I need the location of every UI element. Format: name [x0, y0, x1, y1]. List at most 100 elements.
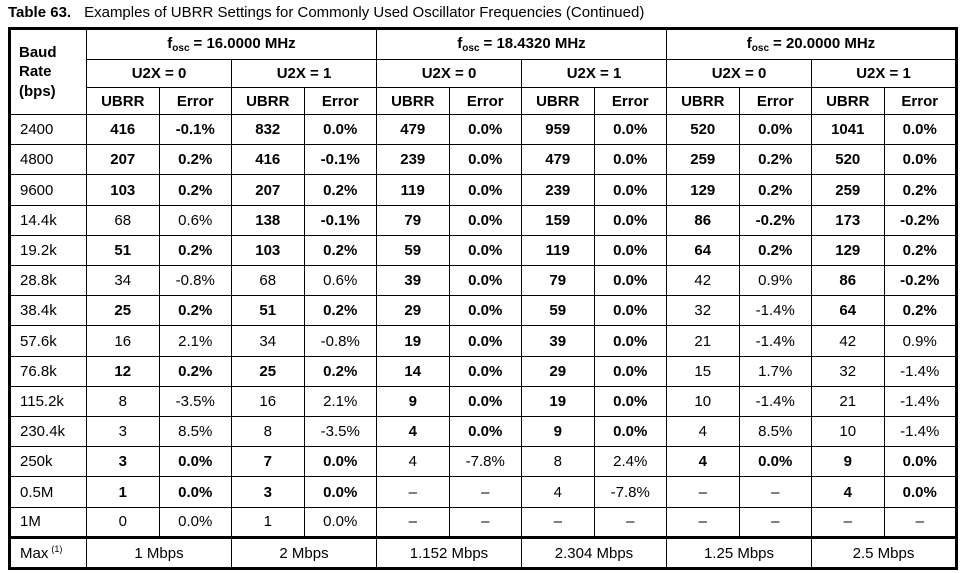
ubrr-cell: –	[666, 506, 740, 539]
ubrr-cell: 15	[666, 355, 740, 387]
error-cell: 0.6%	[303, 265, 377, 297]
error-cell: 0.2%	[158, 174, 232, 206]
error-cell: 0.0%	[158, 476, 232, 508]
error-cell: 1.7%	[738, 355, 812, 387]
u2x1-header: U2X = 1	[811, 59, 957, 88]
table-row: 19.2k 51 0.2% 103 0.2% 59 0.0% 119 0.0% 64 0.2% 129…	[9, 234, 957, 267]
ubrr-cell: 479	[521, 144, 595, 176]
ubrr-cell: 68	[86, 204, 160, 236]
table-row: 0.5M 1 0.0% 3 0.0% – –4 -7.8% – –4 0.0%	[9, 476, 957, 508]
max-speed-cell: 1 Mbps	[86, 536, 232, 569]
ubrr-cell: 86	[666, 204, 740, 236]
ubrr-cell: 14	[376, 355, 450, 387]
table-row: 2400 416 -0.1% 832 0.0% 479 0.0% 959 0.0% 520 0.0%…	[9, 113, 957, 146]
error-cell: 0.2%	[303, 355, 377, 387]
ubrr-cell: 12	[86, 355, 160, 387]
max-speed-cell: 1.152 Mbps	[376, 536, 522, 569]
ubrr-cell: 520	[811, 144, 885, 176]
u2x0-header: U2X = 0	[86, 59, 232, 88]
error-cell: –	[738, 476, 812, 508]
ubrr-cell: 21	[666, 325, 740, 357]
ubrr-cell: 79	[376, 204, 450, 236]
error-cell: 0.2%	[883, 234, 957, 267]
table-number: Table 63.	[8, 4, 72, 21]
baud-cell: 19.2k	[9, 234, 87, 267]
footnote-marker: (1)	[51, 544, 63, 554]
max-speed-cell: 2.304 Mbps	[521, 536, 667, 569]
fosc-20mhz-header: fosc = 20.0000 MHz	[666, 28, 957, 60]
ubrr-cell: 239	[521, 174, 595, 206]
ubrr-cell: 0	[86, 506, 160, 539]
error-cell: -0.1%	[158, 113, 232, 146]
ubrr-cell: 4	[376, 446, 450, 478]
table-row: 230.4k 3 8.5% 8 -3.5% 4 0.0% 9 0.0% 4 8.5% 10 -1.4%	[9, 416, 957, 448]
error-cell: –	[738, 506, 812, 539]
ubrr-cell: –	[666, 476, 740, 508]
baud-cell: 0.5M	[9, 476, 87, 508]
baud-cell: 38.4k	[9, 295, 87, 327]
error-cell: 0.0%	[448, 416, 522, 448]
ubrr-cell: 29	[376, 295, 450, 327]
error-cell: 0.0%	[593, 234, 667, 267]
table-row: 28.8k 34 -0.8% 68 0.6% 39 0.0% 79 0.0% 42 0.9% 86 -0…	[9, 265, 957, 297]
baud-cell: 1M	[9, 506, 87, 539]
ubrr-cell: 64	[811, 295, 885, 327]
error-cell: 0.0%	[158, 446, 232, 478]
max-speed-row: Max (1) 1 Mbps 2 Mbps 1.152 Mbps 2.304 Mb…	[9, 536, 957, 569]
error-cell: 0.0%	[303, 476, 377, 508]
ubrr-cell: 119	[376, 174, 450, 206]
baud-cell: 230.4k	[9, 416, 87, 448]
error-cell: -1.4%	[883, 416, 957, 448]
error-cell: -0.2%	[883, 265, 957, 297]
ubrr-cell: 1	[86, 476, 160, 508]
ubrr-cell: 9	[811, 446, 885, 478]
ubrr-cell: 42	[666, 265, 740, 297]
error-cell: 0.0%	[593, 265, 667, 297]
ubrr-cell: –	[521, 506, 595, 539]
fosc-16mhz-header: fosc = 16.0000 MHz	[86, 28, 377, 60]
error-cell: 0.2%	[738, 144, 812, 176]
error-cell: 0.2%	[303, 174, 377, 206]
table-row: 9600 103 0.2% 207 0.2% 119 0.0% 239 0.0% 129 0.2% 2…	[9, 174, 957, 206]
ubrr-cell: 59	[521, 295, 595, 327]
error-cell: 0.2%	[738, 174, 812, 206]
error-cell: 0.2%	[738, 234, 812, 267]
max-label-cell: Max (1)	[9, 536, 87, 569]
error-cell: 0.0%	[593, 295, 667, 327]
baud-cell: 28.8k	[9, 265, 87, 297]
ubrr-cell: 259	[666, 144, 740, 176]
error-cell: 0.0%	[448, 295, 522, 327]
u2x-header-row: U2X = 0 U2X = 1 U2X = 0 U2X = 1 U2X = 0 …	[10, 59, 957, 88]
error-cell: 8.5%	[738, 416, 812, 448]
baud-cell: 76.8k	[9, 355, 87, 387]
ubrr-cell: 1041	[811, 113, 885, 146]
ubrr-cell: 3	[231, 476, 305, 508]
error-cell: 0.0%	[158, 506, 232, 539]
ubrr-cell: 39	[376, 265, 450, 297]
baud-cell: 14.4k	[9, 204, 87, 236]
ubrr-cell: 39	[521, 325, 595, 357]
error-cell: 0.0%	[593, 416, 667, 448]
error-cell: 0.0%	[448, 385, 522, 418]
table-row: 1M 0 0.0% 1 0.0% – – – – – – – –	[9, 506, 957, 539]
error-cell: –	[883, 506, 957, 539]
error-cell: 0.0%	[883, 113, 957, 146]
ubrr-cell: 239	[376, 144, 450, 176]
error-cell: -1.4%	[738, 385, 812, 418]
error-cell: 0.2%	[303, 295, 377, 327]
error-cell: -1.4%	[883, 355, 957, 387]
ubrr-cell: 138	[231, 204, 305, 236]
column-header-row: UBRR Error UBRR Error UBRR Error UBRR Er…	[10, 87, 957, 115]
ubrr-cell: 4	[376, 416, 450, 448]
table-body: 2400 416 -0.1% 832 0.0% 479 0.0% 959 0.0% 520 0.0%…	[9, 113, 957, 539]
error-col-header: Error	[158, 87, 232, 115]
ubrr-cell: 32	[666, 295, 740, 327]
ubrr-cell: 10	[811, 416, 885, 448]
error-cell: -3.5%	[303, 416, 377, 448]
error-cell: -1.4%	[883, 385, 957, 418]
error-cell: 0.0%	[593, 204, 667, 236]
max-speed-cell: 2.5 Mbps	[811, 536, 957, 569]
error-cell: 0.0%	[303, 506, 377, 539]
error-cell: 0.0%	[448, 325, 522, 357]
ubrr-cell: 4	[521, 476, 595, 508]
